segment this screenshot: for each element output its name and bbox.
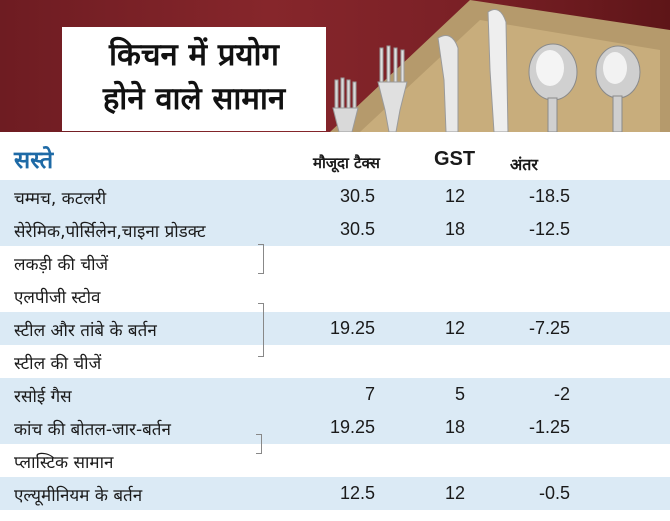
title-line-2: होने वाले सामान (102, 81, 286, 117)
group-bracket (256, 434, 262, 454)
cutlery-illustration (330, 0, 670, 132)
table-row: एलपीजी स्टोव (0, 279, 670, 312)
current-tax-value: 12.5 (339, 483, 375, 503)
gst-table: सस्ते मौजूदा टैक्स GST अंतर चम्मच, कटलरी… (0, 133, 670, 510)
item-name: कांच की बोतल-जार-बर्तन (14, 420, 171, 440)
gst-value: 12 (444, 186, 465, 206)
group-bracket (258, 303, 264, 357)
difference-value: -12.5 (528, 219, 570, 239)
gst-value: 5 (454, 384, 465, 404)
table-row: रसोई गैस 7 5 -2 (0, 378, 670, 411)
item-name: प्लास्टिक सामान (14, 453, 114, 473)
difference-value: -7.25 (528, 318, 570, 338)
current-tax-value: 30.5 (339, 219, 375, 239)
current-tax-value: 19.25 (329, 318, 375, 338)
table-header: सस्ते मौजूदा टैक्स GST अंतर (0, 133, 670, 180)
header-current-tax: मौजूदा टैक्स (313, 154, 380, 172)
table-row: स्टील की चीजें (0, 345, 670, 378)
difference-value: -18.5 (528, 186, 570, 206)
knife-icon (487, 9, 509, 132)
gst-value: 12 (444, 483, 465, 503)
table-row: लकड़ी की चीजें (0, 246, 670, 279)
table-row: सेरेमिक,पोर्सिलेन,चाइना प्रोडक्ट 30.5 18… (0, 213, 670, 246)
item-name: लकड़ी की चीजें (14, 255, 109, 275)
gst-value: 12 (444, 318, 465, 338)
table-row: कांच की बोतल-जार-बर्तन 19.25 18 -1.25 (0, 411, 670, 444)
header-difference: अंतर (510, 155, 538, 174)
item-name: चम्मच, कटलरी (14, 189, 107, 209)
title-box: किचन में प्रयोग होने वाले सामान (62, 27, 326, 131)
table-row: प्लास्टिक सामान (0, 444, 670, 477)
current-tax-value: 19.25 (329, 417, 375, 437)
spoon-icon (595, 45, 641, 132)
item-name: एल्यूमीनियम के बर्तन (14, 486, 143, 506)
fork-icon (332, 77, 359, 132)
current-tax-value: 30.5 (339, 186, 375, 206)
table-row: स्टील और तांबे के बर्तन 19.25 12 -7.25 (0, 312, 670, 345)
item-name: स्टील की चीजें (14, 354, 102, 374)
title-line-1: किचन में प्रयोग (109, 37, 279, 73)
current-tax-value: 7 (364, 384, 375, 404)
item-name: स्टील और तांबे के बर्तन (14, 321, 157, 341)
table-row: एल्यूमीनियम के बर्तन 12.5 12 -0.5 (0, 477, 670, 510)
fork-icon (377, 45, 408, 132)
spoon-icon (528, 43, 578, 132)
item-name: एलपीजी स्टोव (14, 288, 101, 308)
difference-value: -2 (553, 384, 570, 404)
knife-icon (437, 35, 459, 132)
header-gst: GST (434, 148, 476, 170)
gst-value: 18 (444, 219, 465, 239)
category-label: सस्ते (14, 146, 54, 174)
difference-value: -0.5 (538, 483, 570, 503)
item-name: रसोई गैस (14, 387, 72, 407)
item-name: सेरेमिक,पोर्सिलेन,चाइना प्रोडक्ट (14, 222, 206, 242)
group-bracket (258, 244, 264, 274)
cutlery-photo: किचन में प्रयोग होने वाले सामान (0, 0, 670, 132)
difference-value: -1.25 (528, 417, 570, 437)
table-row: चम्मच, कटलरी 30.5 12 -18.5 (0, 180, 670, 213)
gst-value: 18 (444, 417, 465, 437)
